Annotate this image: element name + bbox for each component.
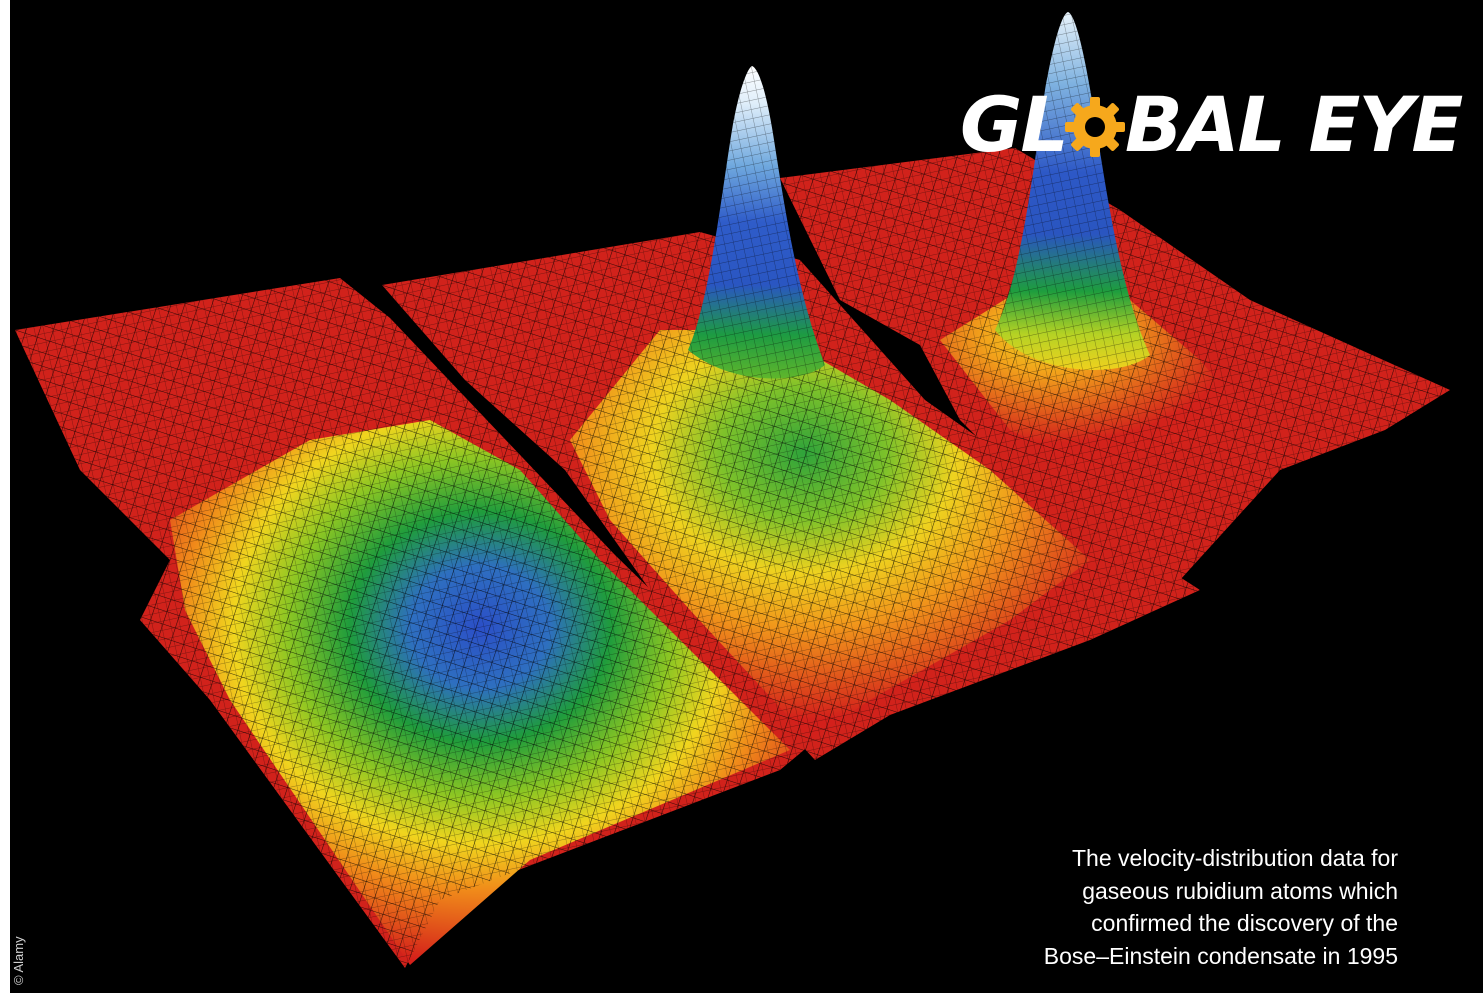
caption-line: Bose–Einstein condensate in 1995 (1043, 942, 1398, 969)
image-frame: GL BAL EYE The velocity-distribution dat… (10, 0, 1483, 993)
photo-credit: © Alamy (11, 936, 26, 985)
panel-thermal-cloud (15, 278, 810, 968)
logo-text-right: BAL EYE (1124, 80, 1463, 169)
left-white-margin (0, 0, 10, 993)
gear-icon (1063, 95, 1127, 159)
caption-line: gaseous rubidium atoms which (1082, 877, 1398, 904)
panel-pure-condensate (780, 12, 1450, 580)
global-eye-logo: GL BAL EYE (960, 80, 1463, 169)
logo-text-left: GL (960, 80, 1069, 169)
image-caption: The velocity-distribution data for gaseo… (878, 842, 1398, 972)
velocity-distribution-plots (15, 12, 1450, 968)
panel-partial-condensate (382, 66, 1200, 760)
caption-line: confirmed the discovery of the (1091, 910, 1398, 936)
caption-line: The velocity-distribution data for (1072, 845, 1398, 871)
